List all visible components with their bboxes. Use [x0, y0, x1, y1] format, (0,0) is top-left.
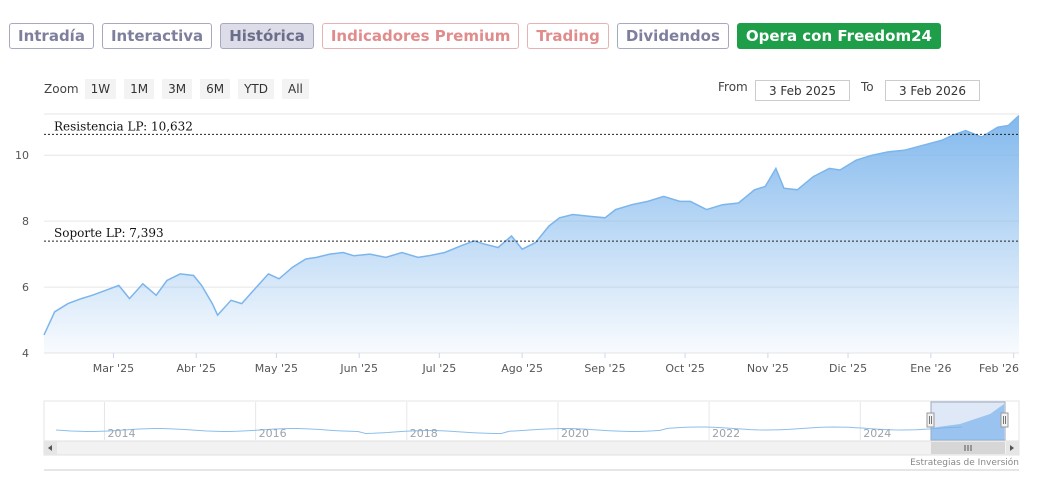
tab-opera-con-freedom24[interactable]: Opera con Freedom24 [736, 23, 941, 49]
navigator-label: 2022 [712, 427, 740, 440]
navigator-label: 2020 [561, 427, 589, 440]
price-line [43, 115, 1020, 336]
y-tick-label: 6 [22, 281, 29, 294]
zoom-1m[interactable]: 1M [124, 79, 155, 99]
zoom-6m[interactable]: 6M [200, 79, 231, 99]
zoom-ytd[interactable]: YTD [238, 79, 274, 99]
x-tick-label: Jun '25 [339, 362, 378, 375]
level-label: Soporte LP: 7,393 [54, 226, 164, 240]
navigator-label: 2014 [107, 427, 135, 440]
navigator-label: 2016 [259, 427, 287, 440]
x-tick-label: Jul '25 [421, 362, 456, 375]
zoom-selector: Zoom 1W 1M 3M 6M YTD All [44, 79, 317, 99]
zoom-3m[interactable]: 3M [162, 79, 193, 99]
navigator-label: 2018 [410, 427, 438, 440]
navigator[interactable]: 2014 2016 2018 2020 2022 2024 [43, 400, 1020, 442]
tab-hist-rica[interactable]: Histórica [220, 23, 314, 49]
from-label: From [718, 80, 748, 94]
navigator-label: 2024 [863, 427, 891, 440]
tab-intrad-a[interactable]: Intradía [9, 23, 94, 49]
chevron-left-icon [48, 445, 52, 451]
chevron-right-icon [1010, 445, 1014, 451]
credit-text: Estrategias de Inversión [910, 457, 1019, 468]
navigator-series [55, 426, 963, 435]
price-area [44, 115, 1019, 353]
x-tick-label: Sep '25 [584, 362, 625, 375]
tab-interactiva[interactable]: Interactiva [101, 23, 213, 49]
x-tick-label: Mar '25 [93, 362, 134, 375]
tab-dividendos[interactable]: Dividendos [616, 23, 729, 49]
zoom-all[interactable]: All [282, 79, 309, 99]
x-tick-label: Nov '25 [747, 362, 789, 375]
navigator-handle-left[interactable] [926, 412, 935, 428]
x-tick-label: Abr '25 [176, 362, 216, 375]
navigator-selection-series [931, 404, 1004, 440]
to-date-input[interactable]: 3 Feb 2026 [885, 80, 980, 101]
x-tick-label: May '25 [255, 362, 298, 375]
x-tick-label: Dic '25 [829, 362, 867, 375]
from-date-input[interactable]: 3 Feb 2025 [755, 80, 850, 101]
y-tick-label: 10 [15, 149, 29, 162]
x-tick-label: Oct '25 [665, 362, 705, 375]
x-tick-label: Ene '26 [910, 362, 951, 375]
level-label: Resistencia LP: 10,632 [54, 119, 193, 133]
scrollbar[interactable] [43, 440, 1020, 456]
to-label: To [861, 80, 874, 94]
x-tick-label: Ago '25 [501, 362, 543, 375]
navigator-handle-right[interactable] [1000, 412, 1009, 428]
tab-indicadores-premium[interactable]: Indicadores Premium [321, 23, 520, 49]
chart-tabs: Intradía Interactiva Histórica Indicadores … [9, 23, 941, 49]
y-tick-label: 4 [22, 347, 29, 360]
zoom-1w[interactable]: 1W [84, 79, 117, 99]
y-tick-label: 8 [22, 215, 29, 228]
tab-trading[interactable]: Trading [527, 23, 609, 49]
x-tick-label: Feb '26 [979, 362, 1019, 375]
zoom-label: Zoom [44, 82, 79, 96]
